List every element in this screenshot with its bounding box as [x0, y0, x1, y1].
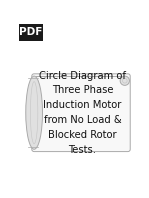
Circle shape	[120, 76, 129, 85]
Ellipse shape	[26, 76, 42, 149]
Text: PDF: PDF	[19, 27, 43, 37]
FancyBboxPatch shape	[32, 74, 130, 152]
Text: Circle Diagram of
Three Phase
Induction Motor
from No Load &
Blocked Rotor
Tests: Circle Diagram of Three Phase Induction …	[39, 71, 126, 155]
FancyBboxPatch shape	[19, 24, 43, 41]
